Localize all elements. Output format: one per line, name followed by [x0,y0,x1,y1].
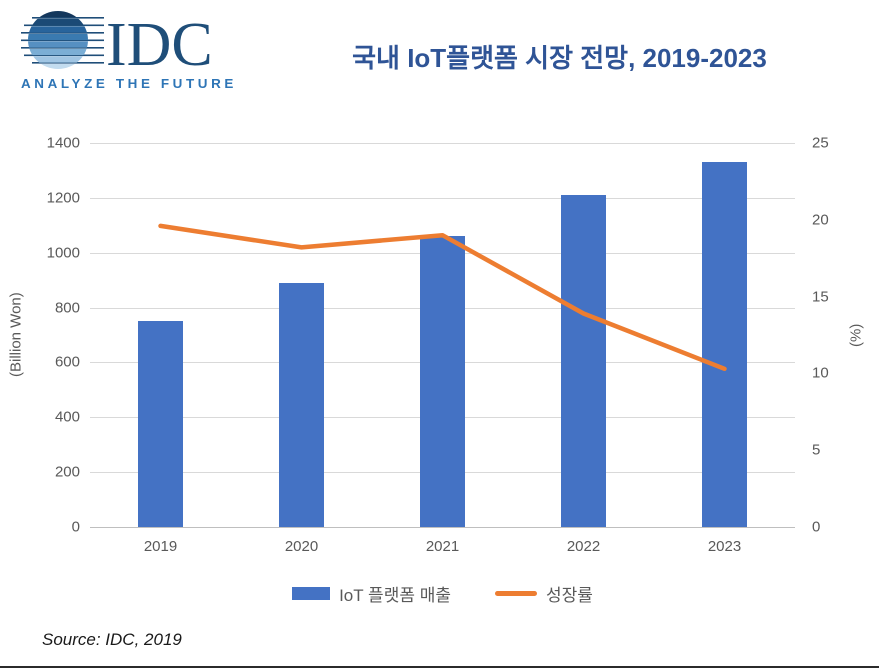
y-axis-right-ticks: 0 5 10 15 20 25 [812,135,872,536]
y-axis-left-tick-label: 1400 [46,134,80,152]
y-axis-left-tick-label: 600 [54,353,80,371]
y-axis-right-tick-label: 15 [812,288,829,306]
logo-globe-icon [28,11,88,69]
chart-title: 국내 IoT플랫폼 시장 전망, 2019-2023 [352,43,767,73]
gridline [90,143,795,144]
y-axis-left-tick-label: 200 [54,463,80,481]
y-axis-left-tick-label: 800 [54,299,80,317]
x-axis-tick-label: 2021 [425,538,460,555]
logo-globe-lines-icon [21,17,104,64]
x-axis-tick-label: 2022 [566,538,601,555]
bar-2023 [702,162,747,527]
y-axis-right-tick-label: 0 [812,518,821,536]
bar-2019 [138,321,183,527]
legend-item-revenue: IoT 플랫폼 매출 [292,581,451,606]
idc-logo-graphic: IDC ANALYZE THE FUTURE [21,11,237,91]
gridline [90,197,795,199]
x-axis-tick-label: 2020 [284,538,319,555]
idc-logo: IDC ANALYZE THE FUTURE [18,6,240,92]
y-axis-right-tick-label: 10 [812,364,829,382]
logo-wordmark: IDC [106,11,213,79]
growth-line [158,223,727,372]
x-axis-tick-label: 2019 [143,538,178,555]
legend-label-growth: 성장률 [545,585,593,605]
y-axis-left-title: (Billion Won) [7,292,25,378]
y-axis-right-tick-label: 25 [812,134,829,152]
y-axis-right-title: (%) [847,323,865,347]
x-axis-tick-label: 2023 [707,538,742,555]
legend-item-growth: 성장률 [494,581,593,606]
bar-2021 [420,236,465,527]
bar-2022 [561,195,606,527]
logo-tagline: ANALYZE THE FUTURE [21,76,237,91]
gridline [90,527,795,528]
legend-label-revenue: IoT 플랫폼 매출 [339,585,451,605]
bar-2020 [279,282,324,527]
chart-legend: IoT 플랫폼 매출 성장률 [90,580,795,606]
growth-line-layer [158,223,727,372]
y-axis-left-tick-label: 1000 [46,244,80,262]
y-axis-left-ticks: 0 200 400 600 800 1000 1200 1400 [0,135,80,536]
y-axis-left-tick-label: 1200 [46,189,80,207]
source-note: Source: IDC, 2019 [42,630,182,649]
y-axis-left-tick-label: 0 [71,518,80,536]
x-axis-ticks: 2019 2020 2021 2022 2023 [90,538,795,560]
legend-line-swatch-icon [494,590,537,596]
y-axis-right-tick-label: 20 [812,211,829,229]
y-axis-right-tick-label: 5 [812,441,821,459]
y-axis-left-tick-label: 400 [54,408,80,426]
plot-area [90,143,795,528]
legend-bar-swatch-icon [292,586,331,600]
bottom-divider [0,666,879,668]
